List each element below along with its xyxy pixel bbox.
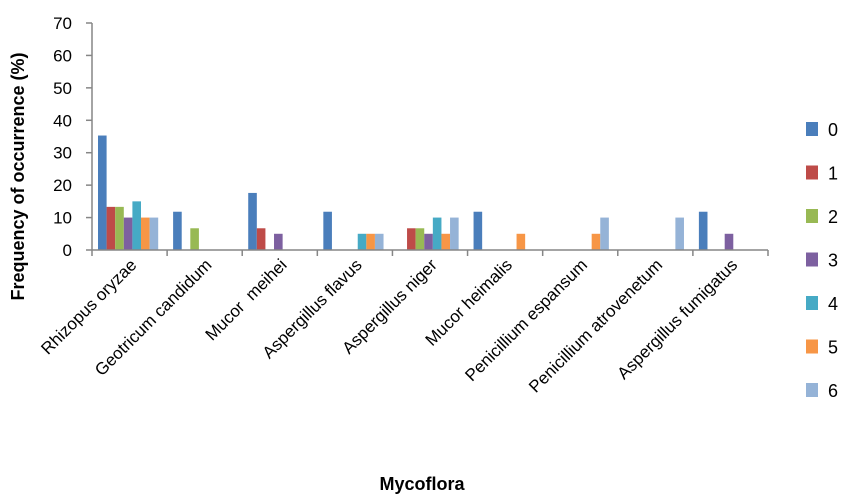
- bar-series-0-3: [248, 192, 257, 250]
- x-category-label: Penicillium espansum: [461, 255, 591, 385]
- bar-series-1-1: [106, 206, 116, 250]
- y-tick-label: 70: [53, 14, 72, 33]
- bar-series-5-6: [516, 233, 526, 250]
- legend-swatch-5: [806, 339, 818, 354]
- y-tick-label: 60: [53, 46, 72, 65]
- legend: 0 1 2 3 4 5 6: [806, 120, 838, 401]
- bar-series-3-9: [724, 233, 734, 250]
- bar-series-5-1: [141, 217, 150, 250]
- bar-series-6-7: [600, 217, 609, 250]
- legend-swatch-1: [806, 165, 818, 180]
- legend-swatch-0: [806, 122, 818, 136]
- legend-swatch-6: [806, 383, 818, 397]
- bar-series-3-3: [274, 233, 283, 250]
- bar-series-5-5: [441, 233, 451, 250]
- y-axis-ticks: 0 10 20 30 40 50 60 70: [53, 14, 92, 260]
- y-tick-label: 40: [53, 111, 72, 130]
- x-axis-title: Mycoflora: [379, 474, 465, 494]
- bar-series-0-2: [173, 211, 182, 250]
- bar-series-4-1: [132, 201, 141, 250]
- y-tick-label: 20: [53, 176, 72, 195]
- bar-series-2-1: [115, 206, 124, 250]
- bar-series-3-5: [424, 233, 433, 250]
- legend-swatch-3: [806, 252, 818, 267]
- legend-label-6: 6: [828, 381, 838, 401]
- bar-series-2-5: [415, 228, 425, 250]
- bar-series-6-8: [675, 217, 684, 250]
- y-axis-title: Frequency of occurrence (%): [8, 52, 28, 300]
- bar-series-6-1: [149, 217, 159, 250]
- bar-series-3-1: [123, 217, 133, 250]
- bar-series-6-5: [450, 217, 459, 250]
- y-tick-label: 10: [53, 209, 72, 228]
- legend-label-5: 5: [828, 338, 838, 358]
- bar-series-2-2: [190, 228, 199, 250]
- bar-series-4-5: [432, 217, 442, 250]
- legend-label-3: 3: [828, 251, 838, 271]
- x-category-label: Penicillium atrovenetum: [525, 255, 666, 396]
- legend-label-4: 4: [828, 294, 838, 314]
- bar-series-5-4: [366, 233, 375, 250]
- bar-series-4-4: [357, 233, 367, 250]
- legend-label-0: 0: [828, 120, 838, 140]
- y-tick-label: 30: [53, 144, 72, 163]
- bar-series-5-7: [591, 233, 601, 250]
- legend-swatch-4: [806, 296, 818, 310]
- legend-swatch-2: [806, 209, 818, 223]
- bar-series-1-3: [256, 228, 266, 250]
- y-tick-label: 0: [63, 241, 72, 260]
- bar-series-6-4: [374, 233, 384, 250]
- bar-series-0-9: [698, 211, 708, 250]
- bar-series-0-4: [323, 211, 332, 250]
- legend-label-2: 2: [828, 207, 838, 227]
- bar-series: [98, 135, 734, 250]
- legend-label-1: 1: [828, 164, 838, 184]
- bar-series-1-5: [407, 228, 416, 250]
- bar-series-0-6: [473, 211, 483, 250]
- y-tick-label: 50: [53, 79, 72, 98]
- bar-series-0-1: [98, 135, 107, 250]
